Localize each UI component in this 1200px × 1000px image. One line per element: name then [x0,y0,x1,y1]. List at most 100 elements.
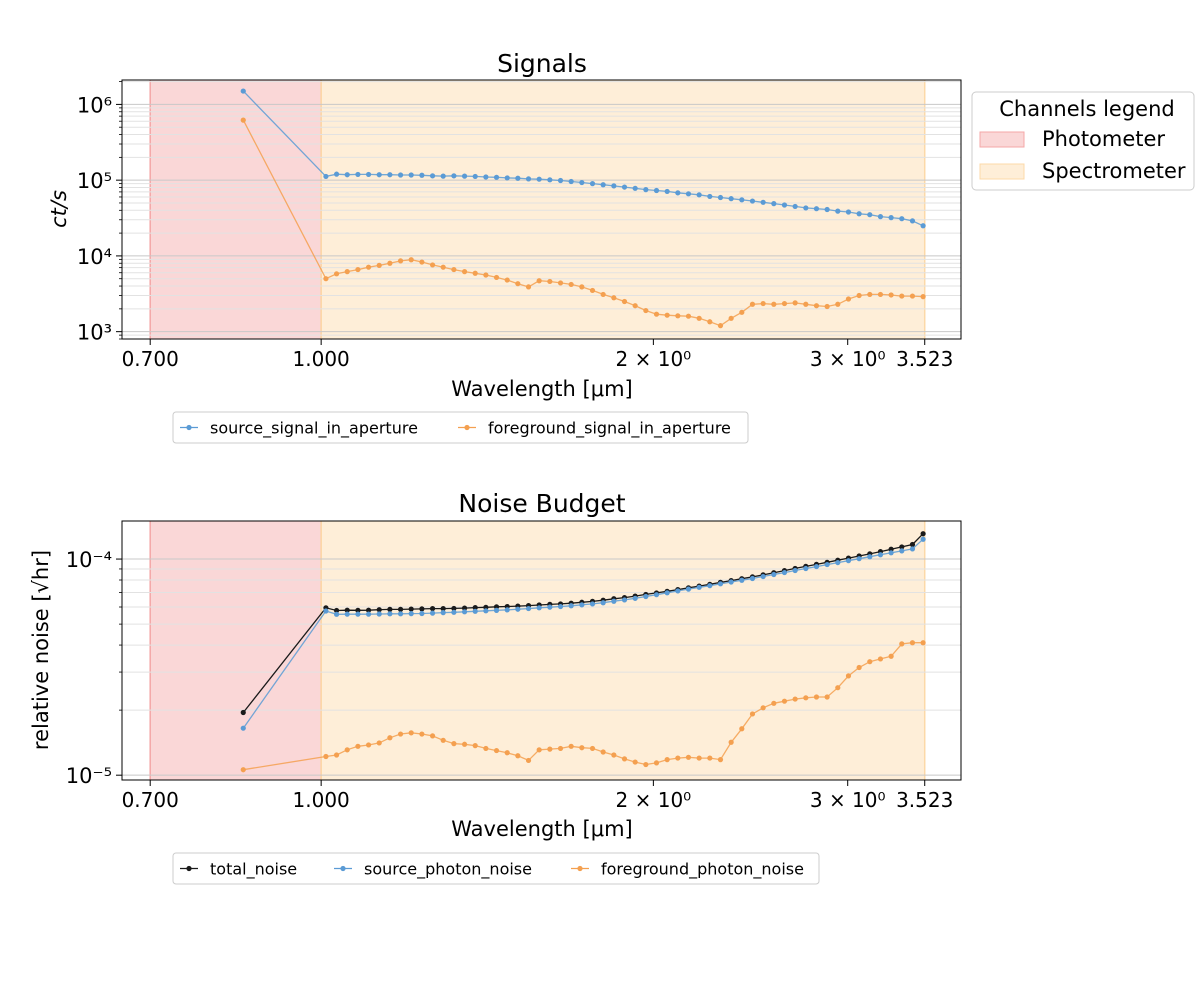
data-point [781,569,788,576]
data-point [909,640,916,646]
data-point [333,271,340,277]
data-point [589,181,596,187]
data-point [589,287,596,294]
data-point [333,611,340,617]
data-point [355,743,361,749]
data-point [867,212,873,218]
data-point [240,709,246,716]
legend-label: foreground_signal_in_aperture [488,419,731,439]
series-source_signal_in_aperture [240,88,926,229]
data-point [803,565,809,572]
data-point [568,281,574,288]
channel-swatch-photometer [979,131,1025,148]
x-tick-label: 3 × 10⁰ [810,788,886,812]
data-point [504,277,510,283]
data-point [877,291,884,298]
data-point [781,202,788,208]
data-point [355,607,361,613]
data-point [547,746,553,752]
y-tick-label: 10⁻⁴ [66,548,112,572]
panel-title: Signals [497,49,587,78]
data-point [355,171,361,178]
data-point [888,215,894,221]
data-point [525,176,532,182]
data-point [429,610,436,616]
y-tick-label: 10³ [77,321,112,345]
series-line [243,642,924,771]
data-point [685,191,692,197]
data-point [845,673,852,679]
legend-label: source_photon_noise [364,860,532,880]
data-point [632,759,638,765]
data-point [387,606,393,612]
data-point [419,606,425,612]
channels-legend: Channels legend Photometer Spectrometer [971,91,1195,191]
data-point [888,550,894,556]
data-point [504,175,510,181]
data-point [451,605,457,612]
data-point [536,278,542,284]
data-point [376,611,382,617]
data-point [515,606,521,612]
data-point [611,752,617,758]
data-point [323,608,329,614]
legend-swatch-marker [186,865,192,872]
data-point [440,737,446,743]
y-tick-label: 10⁵ [77,169,112,193]
data-point [472,173,478,180]
data-point [240,88,246,94]
data-point [568,743,574,749]
data-point [504,607,510,613]
data-point [643,187,649,193]
data-point [771,301,777,307]
series-line [242,533,924,713]
data-point [611,183,617,189]
data-point [397,611,404,617]
data-point [813,694,820,700]
data-point [472,270,478,276]
channel-swatch-spectrometer [979,163,1025,180]
data-point [728,196,734,202]
data-point [920,294,926,300]
data-point [376,262,382,268]
data-point [739,309,745,315]
data-point [675,190,681,196]
data-point [739,726,745,732]
data-point [333,171,340,177]
data-point [344,172,350,178]
data-point [835,559,841,566]
data-point [792,300,798,306]
data-point [387,260,393,266]
data-point [600,749,606,755]
data-point [749,575,756,582]
data-point [685,586,692,592]
data-point [824,561,830,568]
signals-panel: Signals 0.700 1.000 2 × 10⁰ 3 × 10⁰ 3.523 10… [47,49,962,444]
data-point [653,311,660,317]
series-foreground_photon_noise [240,640,926,773]
data-point [451,609,457,615]
data-point [419,259,425,265]
data-point [899,544,905,550]
data-point [557,603,564,610]
data-point [515,175,521,181]
data-point [749,198,756,204]
data-point [813,206,820,212]
data-point [536,747,542,753]
data-point [525,605,532,612]
channel-band-photometer [150,521,322,780]
data-point [568,603,574,609]
data-point [387,611,393,617]
data-point [867,554,873,560]
data-point [685,754,692,760]
data-point [611,598,617,604]
data-point [472,605,478,611]
data-point [835,685,841,691]
data-point [696,584,702,590]
data-point [461,609,468,615]
data-point [760,199,766,205]
data-point [493,174,500,180]
data-point [653,760,660,766]
data-point [600,182,606,188]
data-point [397,731,404,737]
